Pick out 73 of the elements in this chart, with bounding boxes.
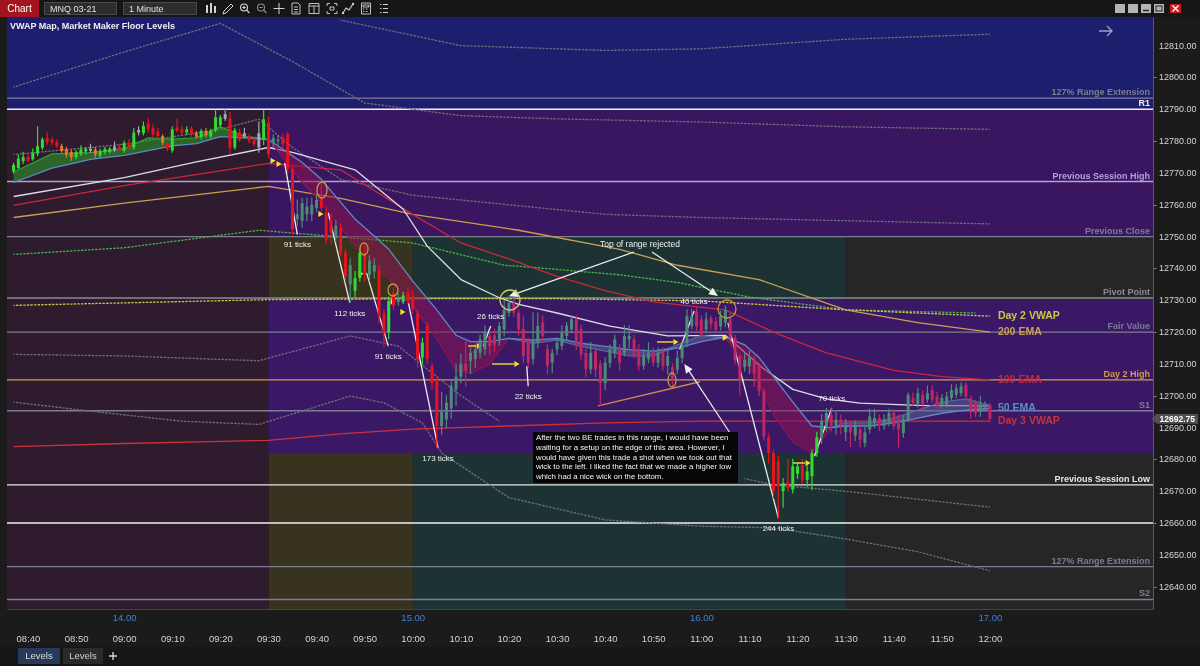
annotation: 26 ticks xyxy=(477,312,505,322)
y-tick-label: 12700.00 xyxy=(1159,390,1197,401)
y-tick-label: 12690.00 xyxy=(1159,422,1197,433)
x2-tick-label: 15.00 xyxy=(401,611,426,623)
ref-line-label: Previous Session High xyxy=(1052,170,1150,181)
x2-tick-label: 14.00 xyxy=(112,611,137,623)
x-tick-label: 09:20 xyxy=(208,632,233,644)
annotation: 112 ticks xyxy=(334,308,366,318)
annotation: 40 ticks xyxy=(680,297,708,307)
y-tick-label: 12670.00 xyxy=(1159,486,1197,497)
y-tick-label: 12660.00 xyxy=(1159,518,1197,529)
text: Levels xyxy=(63,648,103,664)
y-tick-label: 12680.00 xyxy=(1159,454,1197,465)
text: MNQ 03-21 xyxy=(44,2,117,15)
annotation: 22 ticks xyxy=(514,392,542,402)
x2-tick-label: 17.00 xyxy=(978,611,1003,623)
x-tick-label: 10:40 xyxy=(593,632,618,644)
x-tick-label: 12:00 xyxy=(978,632,1003,644)
ref-line-label: R1 xyxy=(1138,98,1150,109)
ref-line-label: Previous Close xyxy=(1084,225,1150,236)
y-tick-label: 12810.00 xyxy=(1159,40,1197,51)
x-tick-label: 11:50 xyxy=(930,632,954,644)
y-tick-label: 12750.00 xyxy=(1159,231,1197,242)
x-tick-label: 10:20 xyxy=(497,632,522,644)
annotation: 244 ticks xyxy=(762,523,795,533)
y-tick-label: 12720.00 xyxy=(1159,327,1197,338)
y-tick-label: 12790.00 xyxy=(1159,104,1197,115)
series-label: 200 EMA xyxy=(997,325,1043,338)
x-tick-label: 08:40 xyxy=(16,632,41,644)
y-tick-label: 12710.00 xyxy=(1159,358,1197,369)
series-label: Day 2 VWAP xyxy=(997,309,1060,322)
x-tick-label: 09:50 xyxy=(353,632,378,644)
x-tick-label: 11:00 xyxy=(690,632,714,644)
text: Chart xyxy=(0,0,39,17)
y-tick-label: 12650.00 xyxy=(1159,549,1197,560)
y-tick-label: 12770.00 xyxy=(1159,167,1197,178)
ref-line-label: Pivot Point xyxy=(1103,287,1150,298)
annotation: 173 ticks xyxy=(422,453,454,463)
x2-tick-label: 16.00 xyxy=(689,611,714,623)
annotation: 91 ticks xyxy=(283,240,311,250)
ref-line-label: S1 xyxy=(1138,399,1150,410)
series-label: Day 3 VWAP xyxy=(997,414,1060,427)
ref-line-label: Day 2 High xyxy=(1103,368,1150,379)
x-tick-label: 10:10 xyxy=(449,632,474,644)
y-tick-label: 12640.00 xyxy=(1159,581,1197,592)
x-tick-label: 11:20 xyxy=(786,632,810,644)
annotation: 91 ticks xyxy=(374,352,402,362)
x-tick-label: 10:00 xyxy=(401,632,426,644)
x-tick-label: 09:10 xyxy=(160,632,185,644)
ref-line-label: 127% Range Extension xyxy=(1051,555,1150,566)
annotation: Top of range rejected xyxy=(599,239,681,249)
ref-line-label: Fair Value xyxy=(1107,321,1150,332)
x-tick-label: 09:40 xyxy=(305,632,329,644)
y-tick-label: 12780.00 xyxy=(1159,136,1197,147)
y-tick-label: 12760.00 xyxy=(1159,199,1197,210)
x-tick-label: 08:50 xyxy=(64,632,89,644)
ref-line-label: S2 xyxy=(1138,588,1150,599)
y-tick-label: 12730.00 xyxy=(1159,295,1197,306)
text: 12692.75 xyxy=(1151,413,1198,424)
x-tick-label: 09:30 xyxy=(257,632,281,644)
x-tick-label: 11:30 xyxy=(834,632,858,644)
text: 1 Minute xyxy=(123,2,197,15)
x-tick-label: 11:10 xyxy=(738,632,762,644)
y-tick-label: 12740.00 xyxy=(1159,263,1197,274)
x-tick-label: 10:50 xyxy=(641,632,666,644)
ref-line-label: 127% Range Extension xyxy=(1051,87,1150,98)
chart-title: VWAP Map, Market Maker Floor Levels xyxy=(10,21,175,31)
ref-line-label: Previous Session Low xyxy=(1054,473,1151,484)
x-tick-label: 11:40 xyxy=(882,632,906,644)
y-tick-label: 12800.00 xyxy=(1159,72,1197,83)
x-tick-label: 09:00 xyxy=(112,632,137,644)
x-tick-label: 10:30 xyxy=(545,632,570,644)
text: Levels xyxy=(18,648,60,664)
